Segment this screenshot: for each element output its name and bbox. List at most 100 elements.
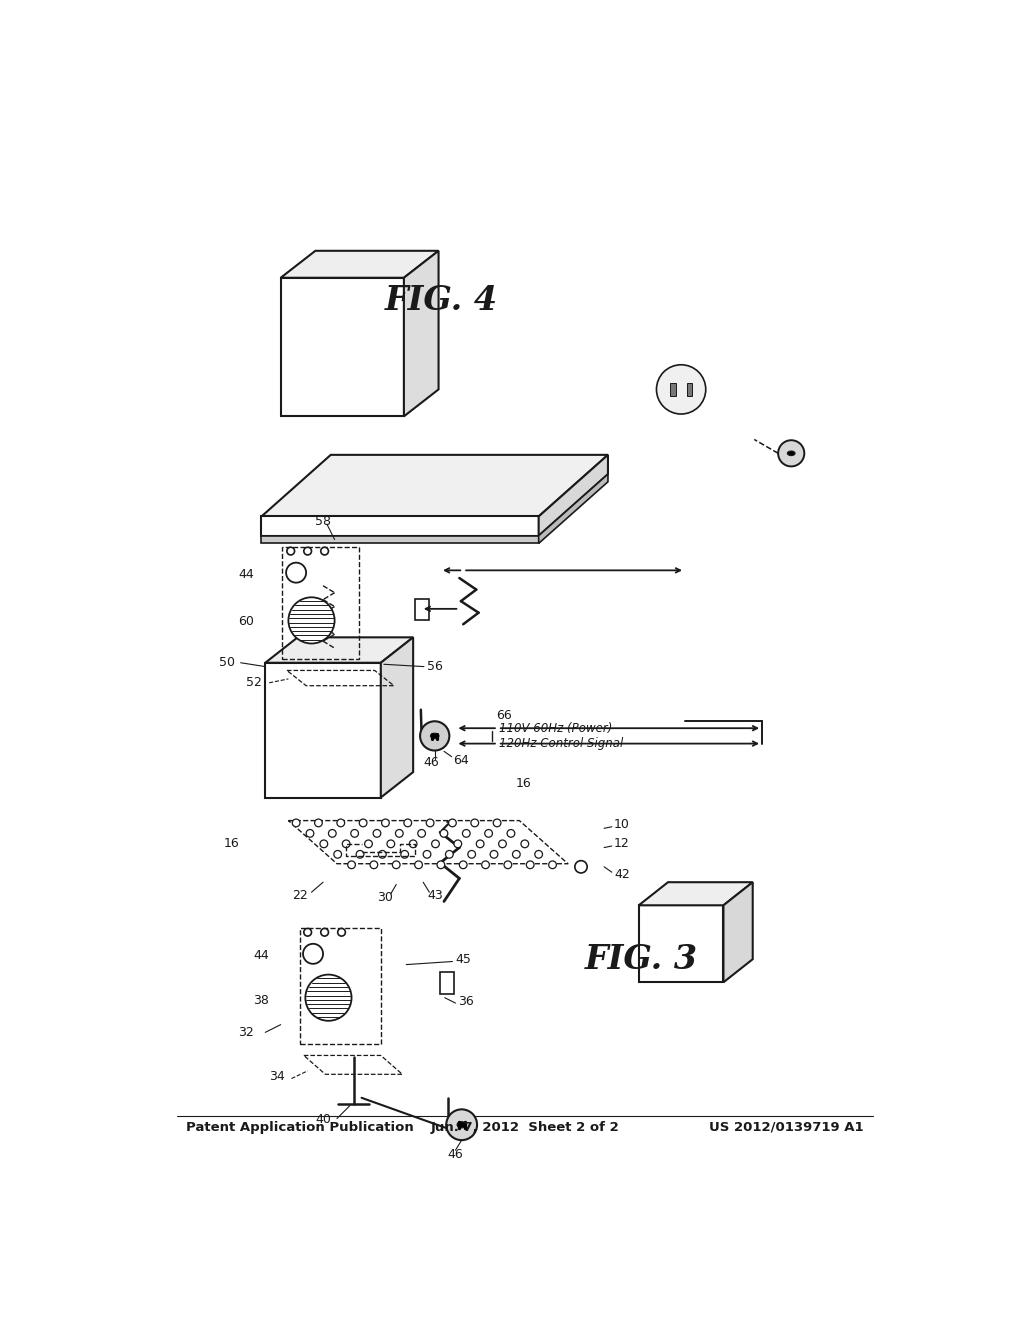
Polygon shape	[261, 536, 539, 544]
Bar	[686, 383, 692, 396]
Circle shape	[463, 829, 470, 837]
Circle shape	[526, 861, 535, 869]
Circle shape	[321, 548, 329, 554]
Polygon shape	[724, 882, 753, 982]
Circle shape	[656, 364, 706, 414]
Text: 46: 46	[447, 1147, 464, 1160]
Text: 34: 34	[269, 1069, 285, 1082]
Circle shape	[373, 829, 381, 837]
Circle shape	[574, 861, 587, 873]
Text: 42: 42	[614, 869, 630, 880]
Circle shape	[521, 840, 528, 847]
Text: 38: 38	[253, 994, 269, 1007]
Text: FIG. 4: FIG. 4	[385, 284, 498, 317]
Circle shape	[286, 562, 306, 582]
Circle shape	[305, 974, 351, 1020]
Circle shape	[321, 928, 329, 936]
Text: Patent Application Publication: Patent Application Publication	[186, 1121, 414, 1134]
Circle shape	[440, 829, 447, 837]
Polygon shape	[261, 516, 539, 536]
Circle shape	[420, 721, 450, 751]
Circle shape	[504, 861, 512, 869]
Circle shape	[418, 829, 425, 837]
Circle shape	[445, 850, 454, 858]
Ellipse shape	[457, 1122, 466, 1127]
Text: 32: 32	[238, 1026, 254, 1039]
Circle shape	[365, 840, 373, 847]
Text: 110V 60Hz (Power): 110V 60Hz (Power)	[500, 722, 612, 735]
Circle shape	[370, 861, 378, 869]
Circle shape	[415, 861, 422, 869]
Text: 64: 64	[454, 754, 469, 767]
Text: US 2012/0139719 A1: US 2012/0139719 A1	[709, 1121, 863, 1134]
Circle shape	[454, 840, 462, 847]
Text: 66: 66	[497, 709, 512, 722]
Circle shape	[460, 861, 467, 869]
Circle shape	[392, 861, 400, 869]
Circle shape	[494, 818, 501, 826]
Circle shape	[334, 850, 342, 858]
Circle shape	[437, 861, 444, 869]
Circle shape	[400, 850, 409, 858]
Circle shape	[359, 818, 367, 826]
Polygon shape	[539, 455, 608, 536]
Text: 46: 46	[423, 756, 438, 770]
Circle shape	[395, 829, 403, 837]
Circle shape	[499, 840, 506, 847]
Polygon shape	[265, 663, 381, 797]
Ellipse shape	[430, 733, 439, 739]
Text: 44: 44	[238, 568, 254, 581]
Text: 120Hz Control Signal: 120Hz Control Signal	[500, 737, 624, 750]
Circle shape	[426, 818, 434, 826]
Text: 30: 30	[377, 891, 392, 904]
Polygon shape	[281, 251, 438, 277]
Text: 16: 16	[224, 837, 240, 850]
Circle shape	[338, 928, 345, 936]
Circle shape	[432, 840, 439, 847]
Circle shape	[549, 861, 556, 869]
Circle shape	[490, 850, 498, 858]
Circle shape	[468, 850, 475, 858]
Circle shape	[304, 928, 311, 936]
Circle shape	[356, 850, 364, 858]
Circle shape	[387, 840, 394, 847]
Circle shape	[287, 548, 295, 554]
Bar	[671, 383, 676, 396]
Text: 58: 58	[315, 515, 331, 528]
Text: FIG. 3: FIG. 3	[585, 942, 698, 975]
Circle shape	[306, 829, 313, 837]
Polygon shape	[261, 455, 608, 516]
Polygon shape	[381, 638, 413, 797]
Circle shape	[303, 944, 323, 964]
Text: 16: 16	[515, 777, 531, 791]
Polygon shape	[639, 882, 753, 906]
Circle shape	[471, 818, 478, 826]
Bar	[440, 973, 454, 994]
Text: 40: 40	[315, 1113, 331, 1126]
Polygon shape	[539, 474, 608, 544]
Text: 60: 60	[238, 615, 254, 628]
Text: 45: 45	[456, 953, 471, 966]
Polygon shape	[281, 277, 403, 416]
Circle shape	[476, 840, 484, 847]
Circle shape	[484, 829, 493, 837]
Circle shape	[314, 818, 323, 826]
Circle shape	[319, 840, 328, 847]
Circle shape	[535, 850, 543, 858]
Text: 56: 56	[427, 660, 443, 673]
Circle shape	[446, 1109, 477, 1140]
Circle shape	[351, 829, 358, 837]
Text: 50: 50	[218, 656, 234, 669]
Circle shape	[329, 829, 336, 837]
Polygon shape	[403, 251, 438, 416]
Text: 43: 43	[427, 888, 442, 902]
Circle shape	[304, 548, 311, 554]
Polygon shape	[639, 906, 724, 982]
Circle shape	[423, 850, 431, 858]
Circle shape	[403, 818, 412, 826]
Text: 22: 22	[292, 888, 308, 902]
Bar	[415, 599, 429, 620]
Text: 44: 44	[253, 949, 269, 962]
Circle shape	[778, 441, 804, 466]
Bar	[300, 928, 381, 1044]
